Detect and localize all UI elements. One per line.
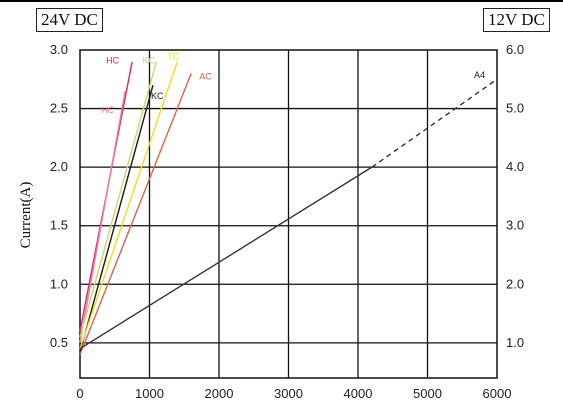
y2-tick-label: 3.0 xyxy=(506,218,524,233)
x-tick-label: 3000 xyxy=(274,386,303,401)
x-tick-label: 1000 xyxy=(135,386,164,401)
y-tick-label: 2.0 xyxy=(50,159,68,174)
top-rule xyxy=(0,0,563,2)
y2-tick-label: 2.0 xyxy=(506,276,524,291)
series-line xyxy=(79,84,154,353)
y-tick-label: 3.0 xyxy=(50,42,68,57)
right-voltage-label: 12V DC xyxy=(483,8,550,32)
series-label: KC xyxy=(142,56,155,66)
series-lines: HC HC KC KC TC AC A4 xyxy=(79,52,498,355)
series-label: HC xyxy=(101,105,114,115)
x-tick-label: 4000 xyxy=(344,386,373,401)
series-line xyxy=(79,73,192,355)
series-label: A4 xyxy=(474,70,485,80)
series-label: TC xyxy=(167,52,179,62)
y-tick-label: 2.5 xyxy=(50,101,68,116)
y2-tick-label: 1.0 xyxy=(506,335,524,350)
grid xyxy=(79,49,498,379)
y-tick-label: 1.0 xyxy=(50,276,68,291)
y2-tick-label: 5.0 xyxy=(506,101,524,116)
series-label: HC xyxy=(106,56,119,66)
left-voltage-label: 24V DC xyxy=(36,8,103,32)
top-strip xyxy=(0,2,563,9)
series-line xyxy=(79,61,178,349)
x-tick-label: 2000 xyxy=(205,386,234,401)
series-line xyxy=(371,78,498,168)
y2-tick-label: 6.0 xyxy=(506,42,524,57)
y2-tick-label: 4.0 xyxy=(506,159,524,174)
x-tick-label: 6000 xyxy=(483,386,512,401)
x-tick-label: 0 xyxy=(76,386,83,401)
y-tick-label: 1.5 xyxy=(50,218,68,233)
series-line xyxy=(79,90,126,343)
y-axis-label: Current(A) xyxy=(18,182,34,249)
series-line xyxy=(79,61,158,338)
series-line xyxy=(79,166,373,350)
x-tick-label: 5000 xyxy=(413,386,442,401)
series-label: AC xyxy=(199,71,212,81)
series-label: KC xyxy=(151,91,164,101)
y-tick-label: 0.5 xyxy=(50,335,68,350)
tick-labels: 0 1000 2000 3000 4000 5000 6000 0.5 1.0 1.5 2.0 2.5… xyxy=(50,42,524,401)
